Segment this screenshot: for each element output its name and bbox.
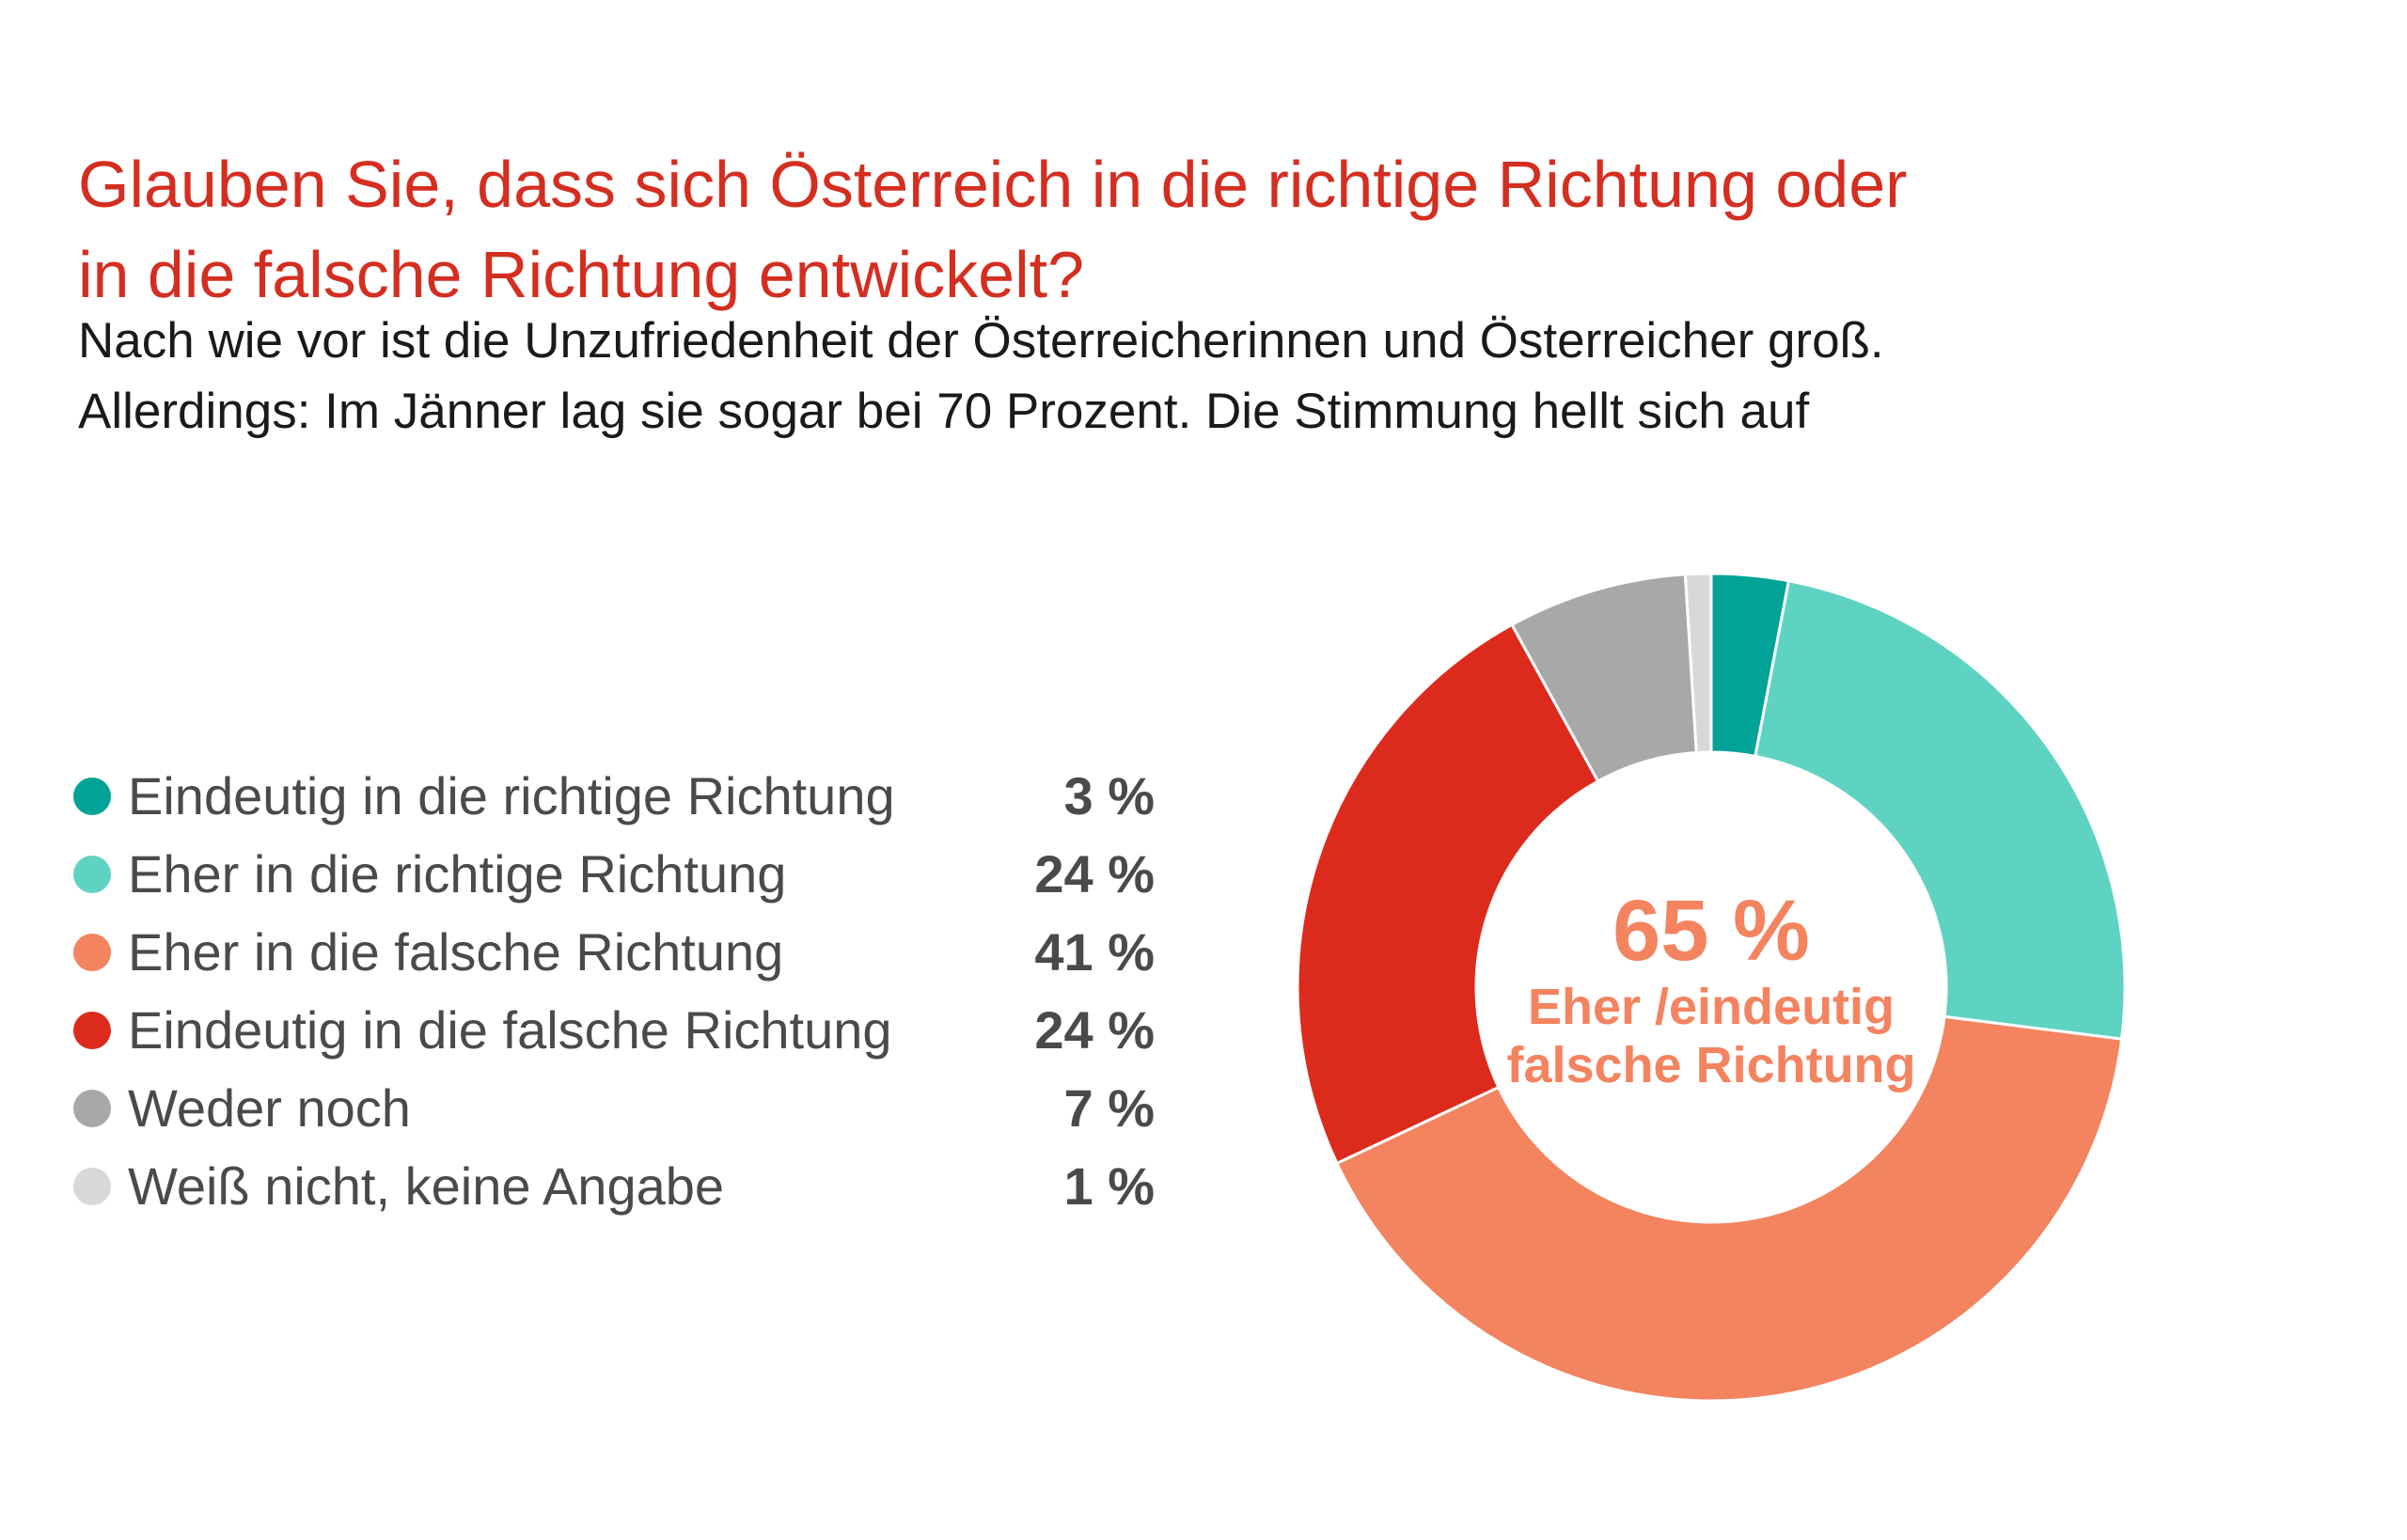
chart-title-line-1: Glauben Sie, dass sich Österreich in die… (78, 148, 1908, 221)
donut-slice-eher-falsch (1334, 1014, 2124, 1403)
legend-value: 41 % (1034, 922, 1155, 982)
chart-subtitle-line-2: Allerdings: Im Jänner lag sie sogar bei … (78, 384, 1810, 439)
donut-slice-weiss-nicht (1683, 572, 1713, 755)
legend-swatch (73, 1011, 111, 1049)
donut-center-label-line-2: falsche Richtung (1506, 1037, 1916, 1093)
legend-label: Eindeutig in die richtige Richtung (128, 766, 895, 825)
legend-item: Weiß nicht, keine Angabe 1 % (73, 1147, 1155, 1225)
chart-title-line-2: in die falsche Richtung entwickelt? (78, 238, 1085, 311)
donut-slice-eindeutig-falsch (1296, 622, 1600, 1166)
legend-value: 24 % (1034, 1000, 1155, 1060)
legend-swatch (73, 933, 111, 971)
legend-item: Weder noch 7 % (73, 1069, 1155, 1147)
chart-subtitle-line-1: Nach wie vor ist die Unzufriedenheit der… (78, 313, 1884, 369)
legend: Eindeutig in die richtige Richtung 3 % E… (73, 757, 1155, 1225)
legend-swatch (73, 855, 111, 893)
legend-value: 3 % (1063, 766, 1156, 825)
legend-label: Eher in die falsche Richtung (128, 922, 784, 982)
legend-value: 1 % (1063, 1156, 1156, 1216)
legend-value: 24 % (1034, 844, 1155, 904)
legend-label: Eindeutig in die falsche Richtung (128, 1000, 892, 1060)
donut-center-value: 65 % (1613, 883, 1810, 979)
chart-subtitle: Nach wie vor ist die Unzufriedenheit der… (78, 306, 2241, 447)
legend-swatch (73, 1089, 111, 1127)
legend-swatch (73, 1167, 111, 1205)
chart-title: Glauben Sie, dass sich Österreich in die… (78, 139, 2194, 320)
legend-item: Eher in die falsche Richtung 41 % (73, 913, 1155, 991)
donut-center-label: Eher /eindeutig falsche Richtung (1476, 978, 1946, 1094)
donut-center-label-line-1: Eher /eindeutig (1527, 979, 1896, 1035)
legend-swatch (73, 777, 111, 815)
legend-item: Eindeutig in die richtige Richtung 3 % (73, 757, 1155, 835)
donut-slice-eher-richtig (1754, 579, 2127, 1041)
donut-chart (1296, 572, 2127, 1403)
legend-item: Eindeutig in die falsche Richtung 24 % (73, 991, 1155, 1069)
legend-label: Eher in die richtige Richtung (128, 844, 787, 904)
legend-label: Weiß nicht, keine Angabe (128, 1156, 725, 1216)
legend-value: 7 % (1063, 1078, 1156, 1138)
legend-item: Eher in die richtige Richtung 24 % (73, 835, 1155, 913)
legend-label: Weder noch (128, 1078, 411, 1138)
